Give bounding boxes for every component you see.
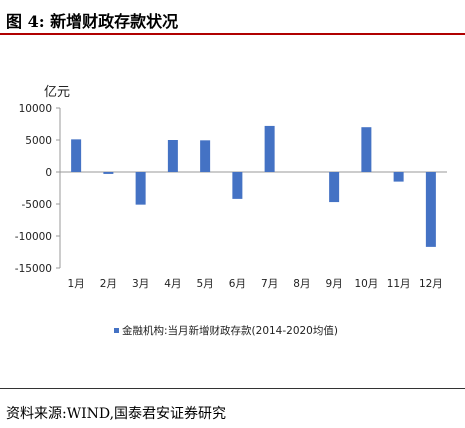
- title-divider: [0, 33, 465, 35]
- x-tick-label: 9月: [326, 278, 343, 290]
- x-tick-label: 4月: [164, 278, 181, 290]
- bar: [425, 172, 436, 247]
- y-tick-label: 5000: [25, 135, 52, 147]
- y-tick-label: -10000: [15, 231, 52, 243]
- x-tick-label: 3月: [132, 278, 149, 290]
- bar: [135, 172, 146, 205]
- y-unit-label: 亿元: [44, 85, 70, 100]
- bar: [232, 172, 243, 199]
- legend: 金融机构:当月新增财政存款(2014-2020均值): [114, 324, 338, 337]
- legend-swatch: [114, 328, 119, 333]
- bar: [329, 172, 340, 203]
- x-tick-label: 1月: [68, 278, 85, 290]
- y-axis: 10000 5000 0 -5000 -10000 -15000: [15, 103, 61, 275]
- bar: [71, 139, 82, 172]
- bar: [103, 172, 114, 174]
- bar: [200, 140, 211, 172]
- x-tick-label: 12月: [419, 278, 443, 290]
- bar-series: [71, 125, 436, 247]
- bar: [167, 140, 178, 172]
- legend-label: 金融机构:当月新增财政存款(2014-2020均值): [122, 324, 338, 337]
- x-tick-label: 6月: [229, 278, 246, 290]
- figure-title: 图 4: 新增财政存款状况: [6, 12, 179, 31]
- x-tick-label: 10月: [354, 278, 378, 290]
- bar: [361, 127, 372, 172]
- y-tick-label: -15000: [15, 263, 52, 275]
- x-tick-label: 11月: [387, 278, 411, 290]
- source-note: 资料来源:WIND,国泰君安证券研究: [6, 406, 227, 422]
- y-tick-label: 10000: [19, 103, 52, 115]
- bar-chart: 亿元 10000 5000 0 -5000 -10000 -15000 1月 2月 3月 4月 5…: [15, 85, 447, 337]
- x-tick-label: 8月: [293, 278, 310, 290]
- x-tick-label: 5月: [197, 278, 214, 290]
- y-tick-label: -5000: [21, 199, 52, 211]
- x-tick-labels: 1月 2月 3月 4月 5月 6月 7月 8月 9月 10月 11月 12月: [68, 278, 443, 290]
- figure-header: 图 4: 新增财政存款状况: [0, 0, 465, 36]
- x-tick-label: 2月: [100, 278, 117, 290]
- y-tick-label: 0: [45, 167, 52, 179]
- source-divider: [0, 388, 465, 389]
- bar: [393, 172, 404, 182]
- bar: [264, 125, 275, 172]
- x-tick-label: 7月: [261, 278, 278, 290]
